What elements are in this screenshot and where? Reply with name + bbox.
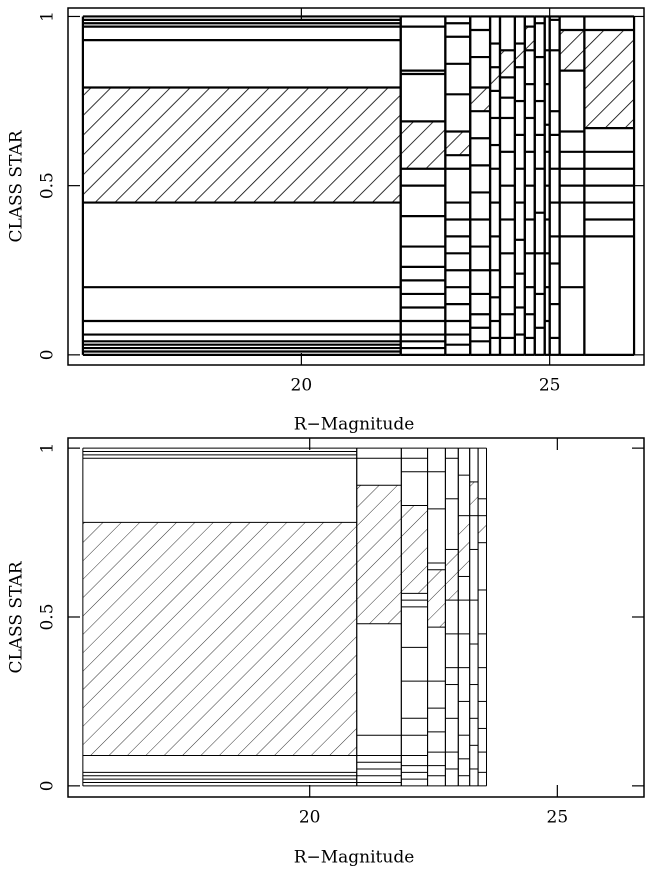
y-axis-label: CLASS STAR [7,129,27,242]
hatched-cell [559,29,585,71]
hatched-cell [445,131,471,156]
x-axis-label: R−Magnitude [294,848,415,868]
y-tick-label: 1 [38,443,58,454]
hatched-cell [427,569,446,628]
hatched-cell [445,549,459,601]
y-tick-label: 0.5 [38,603,58,630]
hatched-cell [470,87,491,112]
hatched-cell [82,87,401,203]
hatched-cell [458,515,470,577]
y-tick-label: 0 [38,349,58,360]
hatched-cell [356,485,402,624]
hatched-cell [490,67,500,91]
hatched-cell [82,522,357,756]
x-tick-label: 20 [291,376,313,396]
x-tick-label: 25 [539,376,561,396]
hatched-cell [514,43,525,68]
x-tick-label: 20 [299,808,321,828]
y-axis-label: CLASS STAR [7,560,27,673]
hatched-cell [400,121,446,169]
x-tick-label: 25 [547,808,569,828]
hatched-cell [401,505,428,594]
hatched-cell [478,515,487,543]
hatched-cell [500,50,515,78]
hatched-cell [584,29,635,129]
y-tick-label: 1 [38,11,58,22]
plot-frame [67,7,645,366]
x-axis-label: R−Magnitude [294,415,415,435]
y-tick-label: 0 [38,780,58,791]
hatched-cell [469,481,479,516]
y-tick-label: 0.5 [38,172,58,199]
hatched-cell [524,26,535,51]
